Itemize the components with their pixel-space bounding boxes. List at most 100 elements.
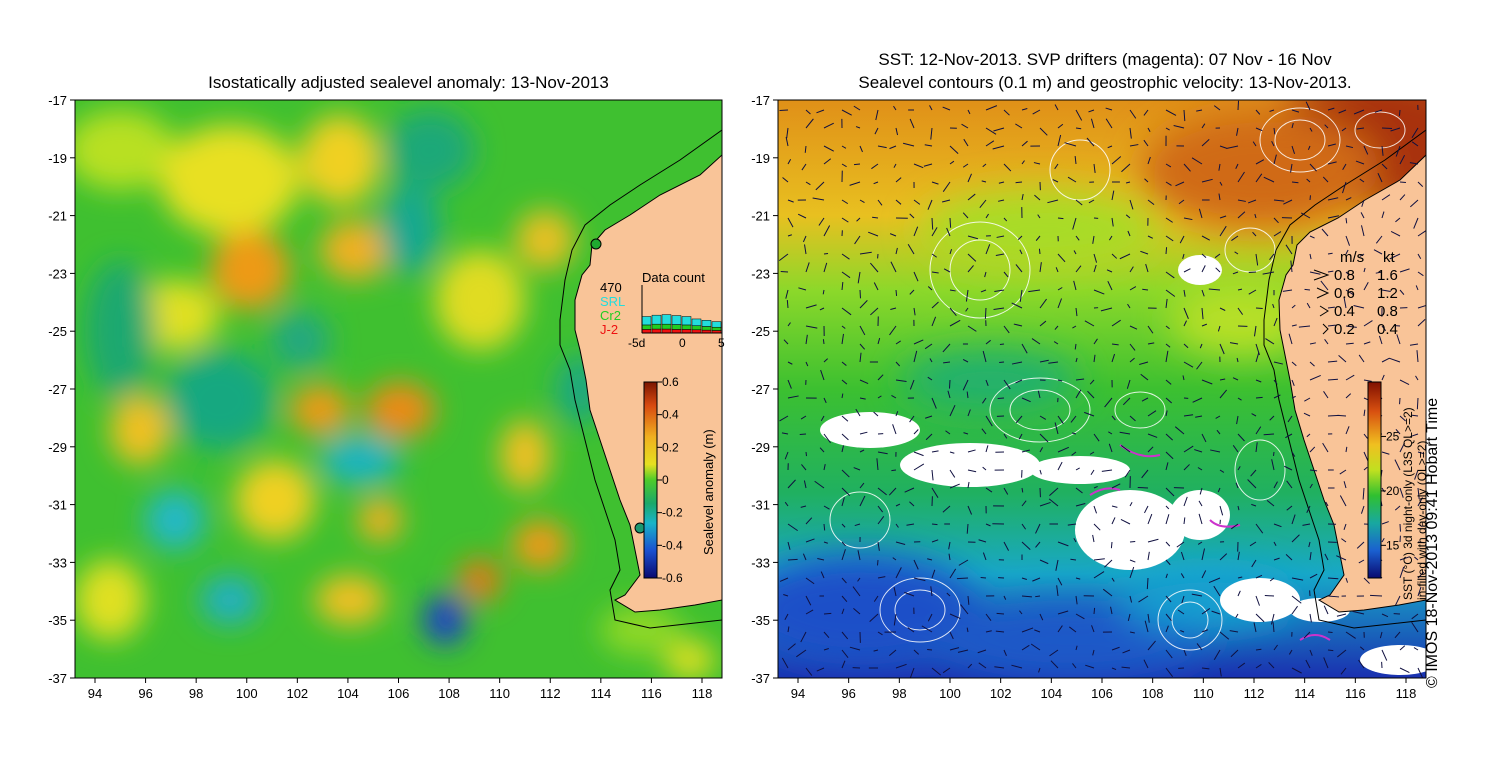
- velocity-arrow: [1035, 541, 1041, 548]
- velocity-arrow: [1381, 325, 1387, 331]
- velocity-arrow: [1057, 287, 1063, 291]
- velocity-arrow: [1309, 271, 1321, 275]
- velocity-arrow: [1303, 631, 1311, 639]
- velocity-arrow: [1213, 585, 1221, 597]
- velocity-arrow: [1073, 538, 1077, 543]
- velocity-arrow: [1417, 571, 1425, 579]
- velocity-arrow: [1093, 289, 1105, 295]
- velocity-arrow: [859, 431, 868, 435]
- bar-srl: [641, 316, 652, 326]
- velocity-arrow: [1359, 178, 1365, 183]
- velocity-arrow: [1399, 289, 1405, 295]
- velocity-arrow: [1072, 663, 1077, 669]
- velocity-arrow: [787, 523, 798, 532]
- velocity-arrow: [958, 559, 969, 566]
- velocity-arrow: [967, 173, 972, 183]
- velocity-arrow: [1218, 163, 1221, 171]
- legend-j2: J-2: [600, 322, 618, 337]
- velocity-arrow: [1255, 595, 1260, 606]
- velocity-arrow: [1291, 395, 1296, 399]
- velocity-arrow: [895, 247, 898, 255]
- velocity-arrow: [1399, 487, 1404, 498]
- x-tick-label: 102: [286, 686, 308, 701]
- velocity-arrow: [995, 253, 1005, 256]
- velocity-arrow: [805, 109, 811, 115]
- sealevel-contours: [829, 107, 1406, 651]
- velocity-arrow: [1090, 469, 1095, 475]
- velocity-arrow: [1345, 374, 1355, 381]
- velocity-arrow: [1213, 649, 1221, 660]
- velocity-arrow: [1021, 577, 1027, 581]
- velocity-arrow: [1039, 613, 1044, 621]
- colorbar-tick-label: 15: [1386, 538, 1400, 552]
- velocity-arrow: [1399, 154, 1406, 165]
- velocity-arrow: [1057, 610, 1069, 615]
- velocity-arrow: [913, 271, 919, 282]
- velocity-arrow: [1399, 415, 1406, 422]
- velocity-arrow: [998, 199, 1005, 202]
- tide-gauge-marker[interactable]: [590, 238, 602, 250]
- velocity-arrow: [913, 429, 919, 435]
- colorbar-tick-label: -0.6: [662, 571, 683, 585]
- right-map[interactable]: -17 -19 -21 -23 -25 -27 -29 -31 -33 -35 -37 94 96 98…: [740, 0, 1460, 720]
- velocity-arrow: [1231, 235, 1239, 241]
- velocity-arrow: [857, 577, 861, 582]
- velocity-arrow: [1191, 157, 1203, 165]
- velocity-arrow: [895, 663, 907, 669]
- velocity-arrow: [1236, 415, 1239, 425]
- velocity-arrow: [797, 213, 807, 219]
- velocity-arrow: [1021, 644, 1030, 651]
- velocity-arrow: [1111, 217, 1114, 227]
- velocity-arrow: [949, 469, 956, 478]
- velocity-arrow: [1291, 667, 1302, 674]
- cloud-mask: [820, 255, 1426, 675]
- velocity-arrow: [1105, 118, 1113, 129]
- velocity-arrow: [1003, 487, 1009, 495]
- velocity-arrow: [1394, 459, 1401, 471]
- imos-credit: © IMOS 18-Nov-2013 09:41 Hobart Time: [1424, 397, 1441, 688]
- velocity-arrow: [943, 268, 951, 273]
- speed-legend: m/s kt 0.8 1.60.6 1.20.4 0.80.2 0.4: [1313, 249, 1398, 338]
- data-count-inset: Data count 470 SRL Cr2 J-2 -5d 0 5: [600, 270, 725, 350]
- x-tick-label: 104: [337, 686, 359, 701]
- velocity-arrow: [993, 307, 1005, 310]
- velocity-arrow: [949, 568, 957, 579]
- velocity-arrow: [1390, 127, 1401, 132]
- velocity-arrow: [853, 105, 861, 111]
- velocity-arrow: [909, 667, 915, 678]
- velocity-arrow: [1122, 397, 1131, 406]
- velocity-arrow: [1165, 298, 1168, 309]
- velocity-arrow: [1039, 501, 1051, 507]
- velocity-arrow: [1111, 505, 1118, 508]
- velocity-arrow: [1370, 594, 1383, 597]
- velocity-arrow: [800, 415, 807, 420]
- velocity-arrow: [949, 451, 955, 454]
- velocity-arrow: [823, 145, 835, 152]
- velocity-arrow: [804, 145, 807, 153]
- y-tick-label: -17: [751, 93, 770, 108]
- left-map[interactable]: -17 -19 -21 -23 -25 -27 -29 -31 -33 -35 -37 94 96 98…: [0, 0, 760, 720]
- velocity-arrow: [1237, 433, 1245, 442]
- velocity-arrow: [984, 271, 987, 278]
- velocity-arrow: [1273, 379, 1278, 385]
- velocity-arrow: [1381, 211, 1385, 219]
- velocity-arrow: [1322, 442, 1329, 453]
- velocity-arrow: [1147, 513, 1153, 525]
- velocity-arrow: [823, 252, 829, 255]
- velocity-arrow: [1147, 551, 1150, 561]
- velocity-arrow: [943, 361, 951, 364]
- velocity-arrow: [805, 361, 809, 367]
- velocity-arrow: [1381, 374, 1385, 381]
- velocity-arrow: [841, 393, 844, 399]
- velocity-arrow: [1237, 590, 1241, 597]
- velocity-arrow: [1201, 608, 1211, 615]
- velocity-arrow: [913, 350, 918, 363]
- velocity-arrow: [996, 235, 1005, 238]
- velocity-arrow: [1285, 244, 1293, 255]
- velocity-arrow: [841, 253, 850, 260]
- velocity-arrow: [1111, 190, 1115, 201]
- velocity-arrow: [1093, 163, 1096, 174]
- velocity-arrow: [891, 395, 897, 399]
- velocity-arrow: [877, 487, 887, 496]
- velocity-arrow: [981, 428, 987, 435]
